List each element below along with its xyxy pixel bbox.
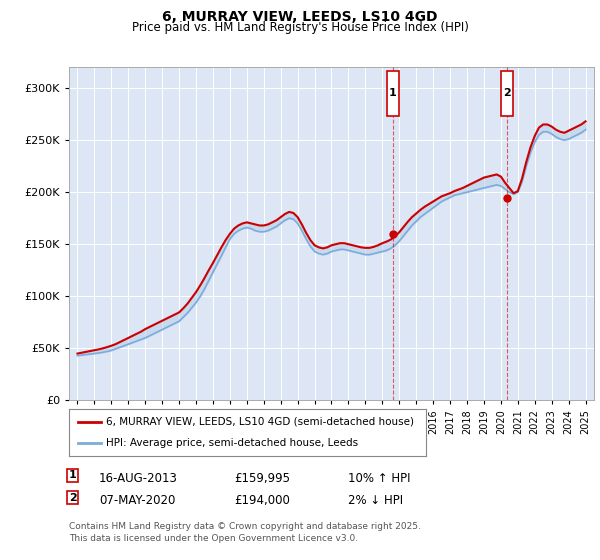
Text: 6, MURRAY VIEW, LEEDS, LS10 4GD: 6, MURRAY VIEW, LEEDS, LS10 4GD xyxy=(162,10,438,24)
Text: HPI: Average price, semi-detached house, Leeds: HPI: Average price, semi-detached house,… xyxy=(106,438,359,448)
Text: 6, MURRAY VIEW, LEEDS, LS10 4GD (semi-detached house): 6, MURRAY VIEW, LEEDS, LS10 4GD (semi-de… xyxy=(106,417,415,427)
FancyBboxPatch shape xyxy=(387,71,399,115)
Text: 10% ↑ HPI: 10% ↑ HPI xyxy=(348,472,410,484)
Text: 1: 1 xyxy=(389,88,397,98)
Text: 2: 2 xyxy=(69,493,77,503)
Text: Price paid vs. HM Land Registry's House Price Index (HPI): Price paid vs. HM Land Registry's House … xyxy=(131,21,469,34)
Text: 1: 1 xyxy=(69,470,77,480)
Text: £159,995: £159,995 xyxy=(234,472,290,484)
Text: 16-AUG-2013: 16-AUG-2013 xyxy=(99,472,178,484)
Text: 2% ↓ HPI: 2% ↓ HPI xyxy=(348,494,403,507)
FancyBboxPatch shape xyxy=(501,71,513,115)
Text: 07-MAY-2020: 07-MAY-2020 xyxy=(99,494,175,507)
Text: £194,000: £194,000 xyxy=(234,494,290,507)
Text: Contains HM Land Registry data © Crown copyright and database right 2025.
This d: Contains HM Land Registry data © Crown c… xyxy=(69,522,421,543)
Text: 2: 2 xyxy=(503,88,511,98)
